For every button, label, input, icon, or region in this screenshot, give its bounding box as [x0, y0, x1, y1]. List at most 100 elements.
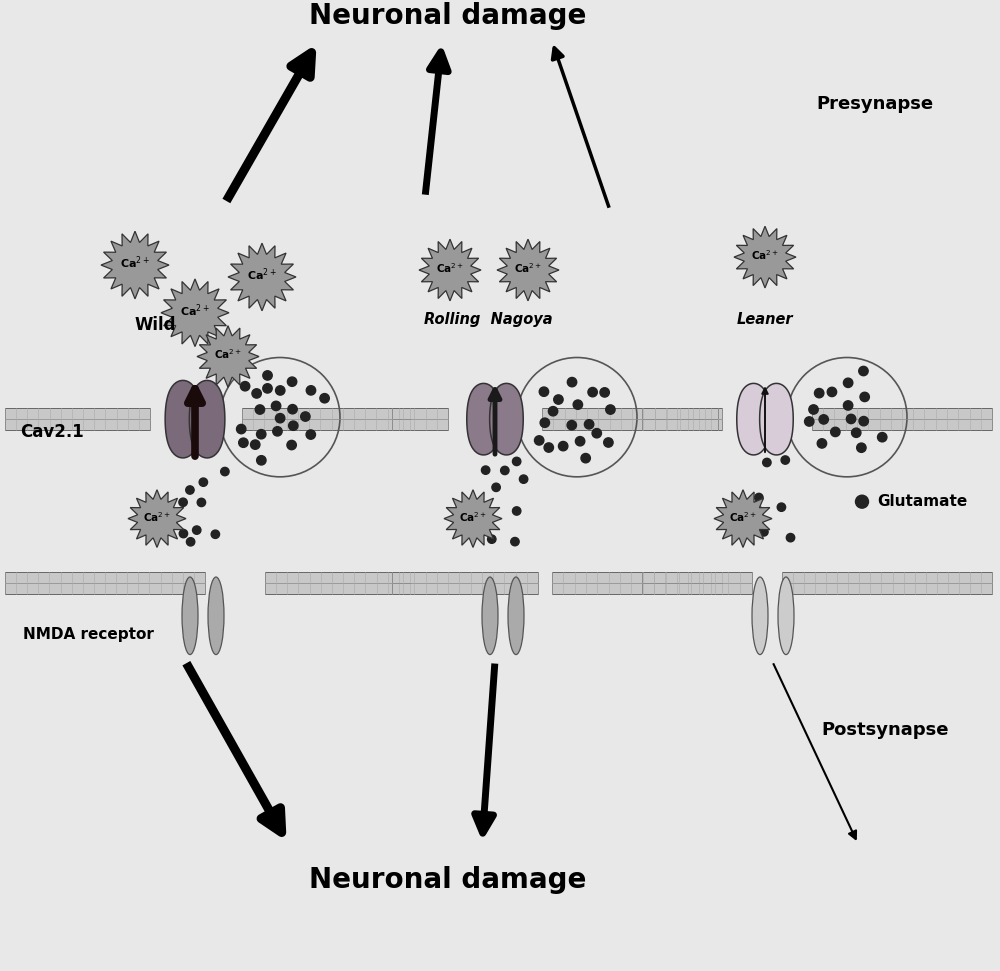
- Circle shape: [501, 466, 509, 475]
- Circle shape: [539, 387, 549, 396]
- Circle shape: [511, 537, 519, 546]
- Text: NMDA receptor: NMDA receptor: [23, 627, 153, 643]
- Bar: [542, 408, 722, 430]
- Polygon shape: [189, 381, 225, 458]
- Circle shape: [199, 478, 208, 486]
- Text: Ca$^{2+}$: Ca$^{2+}$: [247, 267, 277, 284]
- Text: Presynapse: Presynapse: [816, 95, 934, 113]
- Circle shape: [786, 533, 795, 542]
- Polygon shape: [197, 325, 259, 387]
- Text: Wild: Wild: [134, 316, 176, 334]
- Circle shape: [197, 498, 206, 507]
- Circle shape: [271, 401, 281, 411]
- Ellipse shape: [752, 577, 768, 654]
- Polygon shape: [161, 279, 229, 347]
- Polygon shape: [101, 231, 169, 299]
- Bar: [782, 572, 992, 594]
- Polygon shape: [737, 384, 770, 455]
- Circle shape: [252, 388, 261, 398]
- Ellipse shape: [482, 577, 498, 654]
- Circle shape: [519, 475, 528, 484]
- Text: Ca$^{2+}$: Ca$^{2+}$: [751, 249, 779, 262]
- Circle shape: [805, 417, 814, 426]
- Bar: [642, 408, 718, 430]
- Text: Ca$^{2+}$: Ca$^{2+}$: [143, 510, 171, 523]
- Circle shape: [306, 385, 316, 395]
- Polygon shape: [419, 239, 481, 301]
- Ellipse shape: [508, 577, 524, 654]
- Text: Ca$^{2+}$: Ca$^{2+}$: [214, 348, 242, 361]
- Text: Cav2.1: Cav2.1: [20, 423, 84, 441]
- Circle shape: [859, 417, 868, 426]
- Circle shape: [512, 507, 521, 516]
- Bar: [5, 408, 150, 430]
- Circle shape: [288, 405, 297, 414]
- Circle shape: [263, 371, 272, 380]
- Circle shape: [534, 436, 544, 445]
- Circle shape: [846, 415, 856, 423]
- Circle shape: [251, 440, 260, 450]
- Circle shape: [554, 395, 563, 404]
- Circle shape: [600, 387, 609, 397]
- Circle shape: [584, 419, 594, 429]
- Text: Ca$^{2+}$: Ca$^{2+}$: [180, 303, 210, 319]
- Circle shape: [179, 498, 187, 507]
- Circle shape: [512, 457, 521, 466]
- Circle shape: [558, 442, 568, 451]
- Polygon shape: [760, 384, 793, 455]
- Circle shape: [544, 443, 553, 452]
- Circle shape: [857, 443, 866, 452]
- Circle shape: [588, 387, 597, 397]
- Circle shape: [573, 400, 583, 410]
- Polygon shape: [444, 489, 502, 548]
- Circle shape: [777, 503, 786, 512]
- Text: Ca$^{2+}$: Ca$^{2+}$: [436, 261, 464, 275]
- Text: Ca$^{2+}$: Ca$^{2+}$: [459, 510, 487, 523]
- Circle shape: [257, 455, 266, 465]
- Circle shape: [809, 405, 818, 415]
- Text: Glutamate: Glutamate: [877, 494, 967, 509]
- Circle shape: [755, 507, 764, 516]
- Circle shape: [273, 426, 282, 436]
- Circle shape: [575, 437, 585, 446]
- Text: Neuronal damage: Neuronal damage: [309, 3, 587, 30]
- Circle shape: [755, 493, 763, 502]
- Circle shape: [843, 401, 853, 410]
- Circle shape: [301, 412, 310, 421]
- Circle shape: [819, 415, 828, 424]
- Circle shape: [540, 419, 550, 427]
- Circle shape: [186, 538, 195, 546]
- Circle shape: [306, 430, 315, 439]
- Circle shape: [852, 428, 861, 437]
- Text: Ca$^{2+}$: Ca$^{2+}$: [729, 510, 757, 523]
- Ellipse shape: [208, 577, 224, 654]
- Circle shape: [179, 529, 188, 538]
- Circle shape: [488, 535, 496, 544]
- Circle shape: [604, 438, 613, 448]
- Circle shape: [814, 388, 824, 398]
- Circle shape: [827, 387, 837, 396]
- Ellipse shape: [778, 577, 794, 654]
- Text: Neuronal damage: Neuronal damage: [309, 865, 587, 893]
- Circle shape: [859, 366, 868, 376]
- Text: Ca$^{2+}$: Ca$^{2+}$: [120, 254, 150, 271]
- Bar: [5, 572, 205, 594]
- Circle shape: [263, 384, 272, 393]
- Polygon shape: [497, 239, 559, 301]
- Circle shape: [760, 527, 768, 536]
- Polygon shape: [128, 489, 186, 548]
- Circle shape: [240, 382, 250, 391]
- Bar: [265, 572, 410, 594]
- Polygon shape: [734, 226, 796, 288]
- Circle shape: [763, 458, 771, 467]
- Circle shape: [843, 378, 853, 387]
- Circle shape: [855, 495, 868, 508]
- Circle shape: [567, 378, 577, 386]
- Circle shape: [781, 455, 789, 464]
- Circle shape: [481, 466, 490, 474]
- Bar: [642, 572, 752, 594]
- Bar: [242, 408, 410, 430]
- Text: Leaner: Leaner: [737, 313, 793, 327]
- Circle shape: [237, 424, 246, 434]
- Circle shape: [276, 385, 285, 395]
